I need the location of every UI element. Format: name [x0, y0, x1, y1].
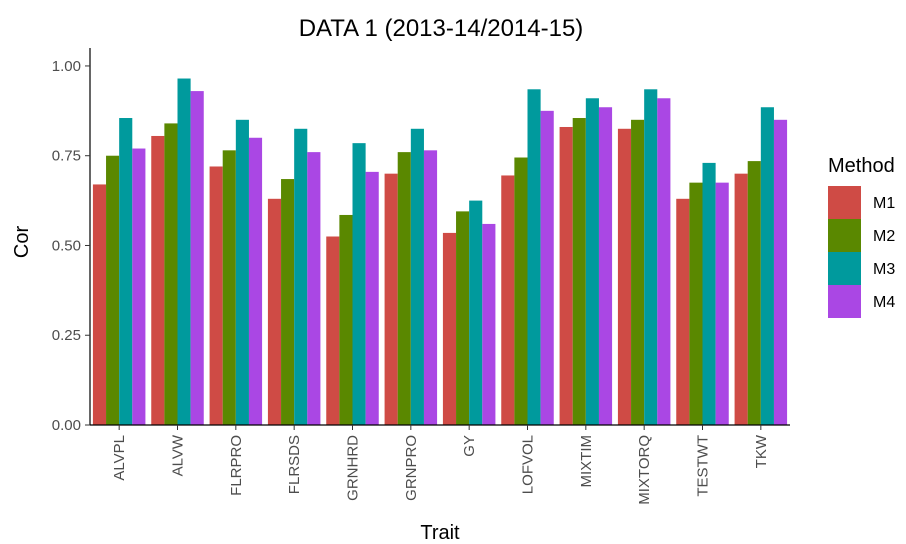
legend: Method M1 M2 M3 M4 [828, 155, 895, 318]
y-tick-label: 0.50 [52, 237, 81, 254]
bar-m3-flrsds [294, 128, 308, 426]
bar-m4-mixtorq [657, 98, 671, 426]
plot-area [92, 78, 788, 426]
x-tick-label: GRNPRO [403, 435, 420, 501]
x-axis-ticks: ALVPL ALVW FLRPRO FLRSDS GRNHRD GRNPRO GY LOFVO… [111, 425, 770, 505]
legend-label: M3 [873, 261, 895, 278]
y-tick-label: 1.00 [52, 58, 81, 75]
bar-m2-gy [456, 211, 470, 425]
bar-m4-flrsds [307, 152, 321, 425]
bar-m3-mixtorq [644, 89, 658, 426]
legend-label: M4 [873, 294, 895, 311]
x-tick-label: TESTWT [695, 435, 712, 497]
bar-m4-flrpro [248, 137, 263, 425]
legend-key-m2 [828, 219, 861, 252]
bar-m4-alvw [190, 91, 204, 425]
bar-m2-lofvol [514, 157, 528, 425]
bar-m4-lofvol [540, 110, 554, 425]
bar-m2-mixtim [572, 118, 586, 425]
bar-m3-grnpro [410, 128, 424, 426]
y-axis-title: Cor [11, 226, 33, 259]
bar-m4-alvpl [132, 148, 146, 426]
bar-m1-tkw [734, 173, 748, 425]
bar-m4-testwt [715, 182, 729, 425]
x-tick-label: ALVPL [111, 435, 128, 481]
legend-items: M1 M2 M3 M4 [828, 186, 895, 318]
bar-m1-testwt [676, 198, 690, 425]
bar-m1-alvpl [92, 184, 107, 425]
y-tick-label: 0.75 [52, 148, 81, 165]
bar-m4-tkw [773, 119, 788, 426]
bar-m1-grnhrd [326, 236, 340, 425]
bar-m2-testwt [689, 182, 703, 425]
bar-m4-gy [482, 223, 496, 425]
x-tick-label: TKW [753, 434, 770, 468]
bar-m1-flrpro [209, 166, 223, 425]
x-tick-label: FLRSDS [286, 435, 303, 494]
x-axis-title: Trait [420, 522, 460, 544]
bar-m2-tkw [747, 161, 761, 425]
bar-m2-mixtorq [631, 119, 645, 426]
bar-m1-flrsds [267, 198, 282, 425]
y-tick-label: 0.00 [52, 417, 81, 434]
bar-m2-grnhrd [339, 214, 353, 425]
bar-m1-alvw [151, 135, 165, 425]
bar-m1-mixtorq [617, 128, 632, 426]
y-axis-ticks: 0.00 0.25 0.50 0.75 1.00 [52, 58, 90, 434]
bar-m2-grnpro [397, 152, 411, 425]
x-tick-label: LOFVOL [520, 435, 537, 494]
bar-m3-testwt [702, 162, 716, 425]
chart-title: DATA 1 (2013-14/2014-15) [299, 15, 584, 42]
bar-m3-flrpro [235, 119, 249, 426]
bar-m2-flrpro [222, 150, 236, 426]
bar-m4-mixtim [598, 107, 613, 425]
bar-m1-mixtim [559, 126, 573, 425]
bar-m4-grnpro [423, 150, 438, 426]
legend-label: M1 [873, 195, 895, 212]
x-tick-label: GY [461, 435, 478, 457]
bar-m3-grnhrd [352, 143, 366, 425]
x-tick-label: ALVW [170, 434, 187, 476]
legend-key-m1 [828, 186, 861, 219]
legend-key-m4 [828, 285, 861, 318]
legend-label: M2 [873, 228, 895, 245]
bar-m3-tkw [760, 107, 774, 425]
bar-m3-lofvol [527, 89, 541, 426]
bar-m4-grnhrd [365, 171, 379, 425]
x-tick-label: FLRPRO [228, 435, 245, 496]
y-tick-label: 0.25 [52, 327, 81, 344]
bar-m3-alvw [177, 78, 191, 426]
x-tick-label: MIXTIM [578, 435, 595, 488]
bar-m1-grnpro [384, 173, 398, 425]
bar-m2-alvw [164, 123, 178, 426]
x-tick-label: MIXTORQ [636, 435, 653, 505]
bar-m3-gy [469, 200, 483, 425]
bar-m3-alvpl [119, 118, 133, 425]
bar-m2-alvpl [106, 155, 120, 425]
bar-m1-gy [442, 232, 457, 425]
legend-key-m3 [828, 252, 861, 285]
bar-m3-mixtim [585, 98, 599, 426]
bar-m1-lofvol [501, 175, 515, 425]
x-tick-label: GRNHRD [345, 435, 362, 501]
legend-title: Method [828, 155, 895, 177]
bar-m2-flrsds [281, 179, 295, 425]
